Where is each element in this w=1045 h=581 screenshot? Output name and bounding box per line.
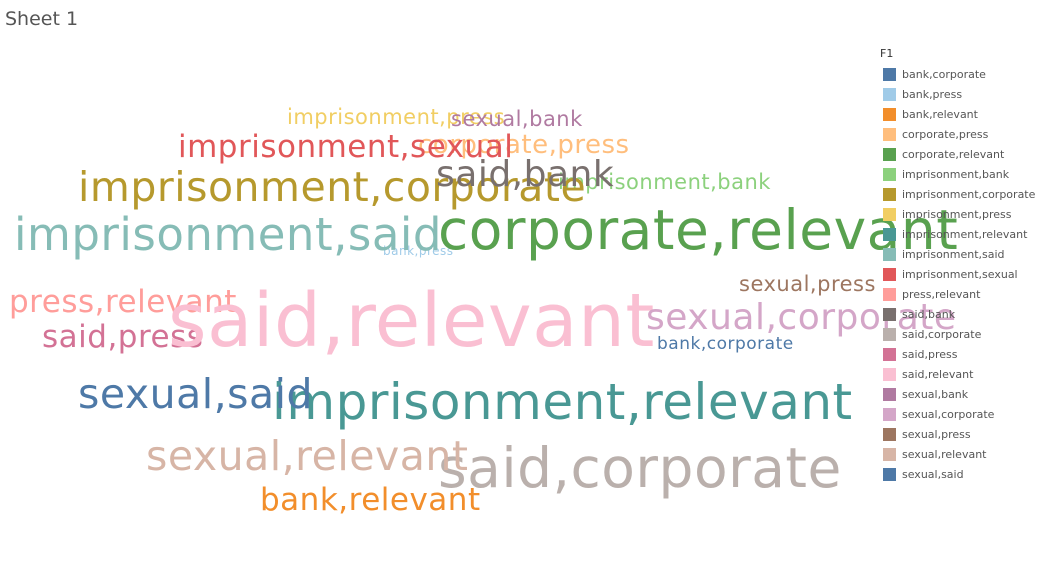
legend-swatch [883, 427, 896, 441]
legend-label: imprisonment,sexual [902, 267, 1018, 281]
legend-swatch [883, 407, 896, 421]
legend-swatch [883, 347, 896, 361]
legend-item[interactable]: imprisonment,relevant [880, 224, 1045, 244]
word-imprisonment-press: imprisonment,press [287, 105, 506, 129]
legend-swatch [883, 287, 896, 301]
legend-item[interactable]: said,corporate [880, 324, 1045, 344]
word-press-relevant: press,relevant [9, 284, 237, 320]
word-imprisonment-sexual: imprisonment,sexual [178, 129, 514, 165]
legend-swatch [883, 307, 896, 321]
word-said-bank: said,bank [436, 154, 615, 195]
word-bank-corporate: bank,corporate [657, 334, 794, 354]
word-imprisonment-said: imprisonment,said [14, 208, 442, 261]
legend-swatch [883, 327, 896, 341]
legend-item[interactable]: imprisonment,corporate [880, 184, 1045, 204]
word-sexual-relevant: sexual,relevant [146, 432, 469, 480]
legend-label: sexual,bank [902, 387, 969, 401]
legend: F1 bank,corporate bank,press bank,relevant… [880, 46, 1045, 484]
legend-label: imprisonment,said [902, 247, 1005, 261]
word-said-press: said,press [42, 319, 204, 355]
legend-label: imprisonment,press [902, 207, 1012, 221]
legend-item[interactable]: sexual,relevant [880, 444, 1045, 464]
legend-label: said,corporate [902, 327, 982, 341]
sheet-title: Sheet 1 [5, 8, 79, 30]
legend-item[interactable]: bank,relevant [880, 104, 1045, 124]
legend-item[interactable]: said,press [880, 344, 1045, 364]
word-sexual-corporate: sexual,corporate [646, 297, 957, 338]
legend-swatch [883, 387, 896, 401]
legend-label: sexual,press [902, 427, 971, 441]
word-sexual-press: sexual,press [739, 272, 876, 296]
word-imprisonment-bank: imprisonment,bank [558, 170, 771, 194]
legend-label: sexual,corporate [902, 407, 995, 421]
legend-label: bank,press [902, 87, 963, 101]
legend-swatch [883, 447, 896, 461]
legend-swatch [883, 67, 896, 81]
word-imprisonment-relevant: imprisonment,relevant [272, 373, 853, 431]
legend-item[interactable]: sexual,said [880, 464, 1045, 484]
legend-item[interactable]: corporate,relevant [880, 144, 1045, 164]
legend-item[interactable]: said,relevant [880, 364, 1045, 384]
legend-swatch [883, 127, 896, 141]
legend-item[interactable]: bank,press [880, 84, 1045, 104]
word-sexual-said: sexual,said [78, 370, 314, 418]
legend-swatch [883, 247, 896, 261]
word-corporate-relevant: corporate,relevant [438, 198, 959, 262]
legend-item[interactable]: bank,corporate [880, 64, 1045, 84]
legend-item[interactable]: imprisonment,sexual [880, 264, 1045, 284]
legend-label: bank,corporate [902, 67, 986, 81]
legend-swatch [883, 87, 896, 101]
legend-item[interactable]: said,bank [880, 304, 1045, 324]
legend-title: F1 [880, 47, 894, 60]
legend-swatch [883, 367, 896, 381]
legend-label: sexual,said [902, 467, 964, 481]
legend-label: press,relevant [902, 287, 981, 301]
word-said-corporate: said,corporate [438, 436, 842, 500]
legend-item[interactable]: press,relevant [880, 284, 1045, 304]
legend-swatch [883, 167, 896, 181]
legend-label: sexual,relevant [902, 447, 987, 461]
word-cloud: bank,corporate bank,press bank,relevant cor… [9, 105, 958, 518]
legend-label: said,press [902, 347, 958, 361]
legend-label: corporate,relevant [902, 147, 1005, 161]
legend-item[interactable]: sexual,corporate [880, 404, 1045, 424]
legend-label: imprisonment,corporate [902, 187, 1036, 201]
word-bank-press: bank,press [383, 244, 454, 258]
legend-label: bank,relevant [902, 107, 978, 121]
legend-swatch [883, 187, 896, 201]
legend-swatch [883, 267, 896, 281]
legend-swatch [883, 207, 896, 221]
legend-label: imprisonment,relevant [902, 227, 1028, 241]
legend-label: said,relevant [902, 367, 974, 381]
legend-item[interactable]: sexual,press [880, 424, 1045, 444]
legend-label: imprisonment,bank [902, 167, 1010, 181]
word-sexual-bank: sexual,bank [451, 107, 583, 131]
legend-swatch [883, 107, 896, 121]
word-corporate-press: corporate,press [418, 130, 630, 160]
legend-swatch [883, 467, 896, 481]
legend-swatch [883, 227, 896, 241]
legend-swatch [883, 147, 896, 161]
word-bank-relevant: bank,relevant [260, 482, 481, 518]
word-imprisonment-corporate: imprisonment,corporate [78, 163, 587, 211]
word-said-relevant: said,relevant [168, 278, 655, 364]
legend-item[interactable]: imprisonment,said [880, 244, 1045, 264]
legend-item[interactable]: imprisonment,bank [880, 164, 1045, 184]
legend-item[interactable]: sexual,bank [880, 384, 1045, 404]
legend-item[interactable]: corporate,press [880, 124, 1045, 144]
legend-label: said,bank [902, 307, 956, 321]
legend-item[interactable]: imprisonment,press [880, 204, 1045, 224]
legend-label: corporate,press [902, 127, 989, 141]
legend-list: bank,corporate bank,press bank,relevant cor… [880, 64, 1045, 484]
